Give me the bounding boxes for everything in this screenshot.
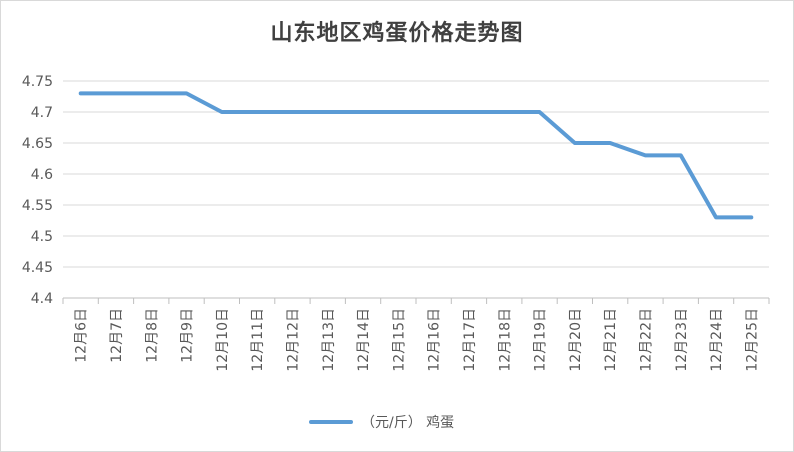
x-tick-label: 12月17日 (462, 308, 478, 372)
x-tick-label: 12月10日 (215, 308, 231, 372)
y-tick-label: 4.4 (31, 291, 53, 307)
x-tick-label: 12月18日 (497, 308, 513, 372)
x-tick-label: 12月19日 (533, 308, 549, 372)
y-tick-label: 4.75 (22, 74, 53, 90)
legend-label: （元/斤） 鸡蛋 (361, 414, 454, 431)
y-tick-label: 4.45 (22, 260, 53, 276)
y-tick-label: 4.6 (31, 167, 53, 183)
x-tick-label: 12月12日 (285, 308, 301, 372)
x-tick-label: 12月20日 (568, 308, 584, 372)
x-tick-label: 12月24日 (709, 308, 725, 372)
y-tick-label: 4.5 (31, 229, 53, 245)
y-tick-label: 4.65 (22, 136, 53, 152)
y-tick-label: 4.55 (22, 198, 53, 214)
x-tick-label: 12月21日 (603, 308, 619, 372)
x-tick-label: 12月14日 (356, 308, 372, 372)
x-tick-label: 12月13日 (321, 308, 337, 372)
x-tick-label: 12月6日 (74, 308, 90, 363)
x-tick-label: 12月9日 (180, 308, 196, 363)
chart-title: 山东地区鸡蛋价格走势图 (270, 21, 524, 46)
x-tick-label: 12月8日 (144, 308, 160, 363)
series-line (78, 91, 754, 220)
x-tick-label: 12月23日 (674, 308, 690, 372)
x-tick-label: 12月15日 (391, 308, 407, 372)
x-tick-label: 12月16日 (427, 308, 443, 372)
x-tick-label: 12月22日 (638, 308, 654, 372)
x-tick-label: 12月7日 (109, 308, 125, 363)
x-tick-label: 12月25日 (744, 308, 760, 372)
y-tick-label: 4.7 (31, 105, 53, 121)
x-tick-label: 12月11日 (250, 308, 266, 372)
